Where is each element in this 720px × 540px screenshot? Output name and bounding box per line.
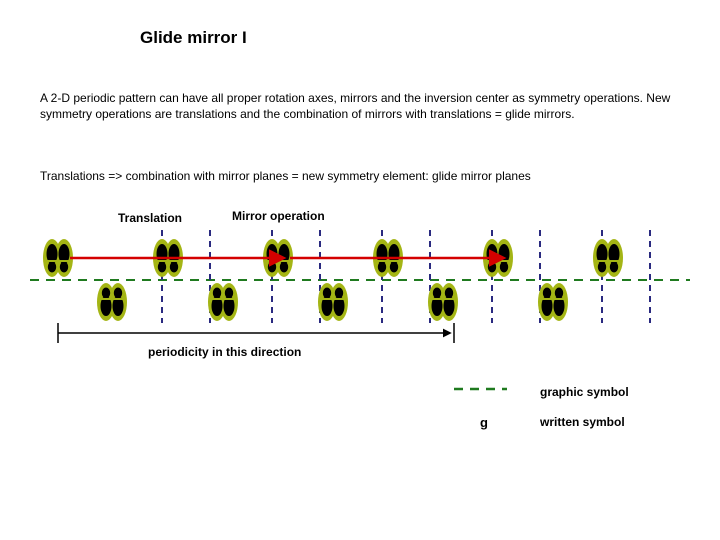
glide-mirror-diagram <box>30 225 690 345</box>
label-mirror: Mirror operation <box>232 209 325 223</box>
label-translation: Translation <box>118 211 182 225</box>
legend-symbol-g: g <box>480 415 488 430</box>
paragraph-2: Translations => combination with mirror … <box>40 168 700 184</box>
legend-written-label: written symbol <box>540 415 625 429</box>
label-periodicity: periodicity in this direction <box>148 345 301 359</box>
page-title: Glide mirror I <box>140 28 247 48</box>
paragraph-1: A 2-D periodic pattern can have all prop… <box>40 90 680 122</box>
legend-graphic-label: graphic symbol <box>540 385 629 399</box>
legend-dash-icon <box>452 384 512 394</box>
